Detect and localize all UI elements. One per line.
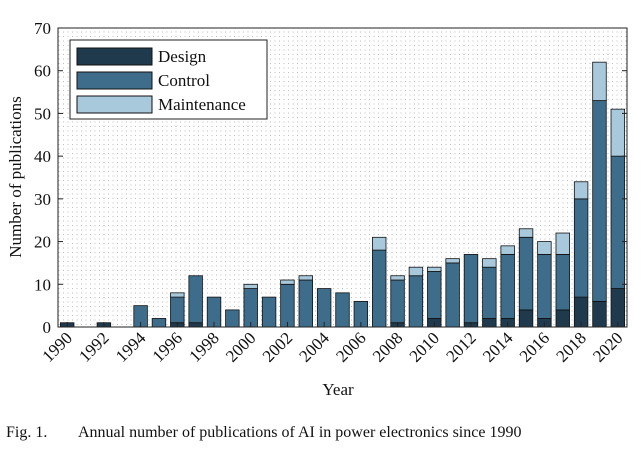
bar-control-1999 — [225, 309, 240, 328]
bar-control-2000 — [243, 288, 258, 328]
bar-control-1997 — [188, 275, 203, 324]
bar-design-2020 — [610, 288, 626, 328]
x-tick-label-2018: 2018 — [552, 328, 589, 365]
bar-maintenance-1996 — [170, 292, 185, 298]
bar-control-2017 — [555, 253, 570, 311]
x-tick-label-1996: 1996 — [149, 328, 186, 365]
x-tick-label-1992: 1992 — [75, 328, 112, 365]
stacked-bar-chart: 0 10 20 30 40 50 60 70 1990 1992 1994 1996 1998 2000… — [6, 19, 628, 399]
bar-maintenance-2003 — [298, 275, 313, 281]
plot-frame — [57, 27, 628, 328]
y-axis: 0 10 20 30 40 50 60 70 — [34, 19, 627, 337]
bar-control-2007 — [372, 249, 387, 328]
bar-control-1996 — [170, 296, 185, 324]
legend-label-design: Design — [158, 47, 207, 66]
bar-control-2020 — [610, 155, 626, 289]
x-tick-label-2000: 2000 — [222, 328, 259, 365]
x-axis: 1990 1992 1994 1996 1998 2000 2002 2004 2006 2008… — [39, 322, 627, 366]
y-tick-label-20: 20 — [34, 233, 51, 252]
legend-swatch-control — [76, 71, 153, 90]
caption-text: Annual number of publications of AI in p… — [78, 424, 522, 441]
legend: Design Control Maintenance — [69, 39, 268, 120]
legend-label-maintenance: Maintenance — [158, 95, 246, 114]
bar-control-2005 — [335, 292, 350, 328]
bar-maintenance-2011 — [445, 258, 460, 264]
bar-control-2010 — [427, 271, 442, 319]
bar-design-2015 — [518, 309, 534, 328]
y-tick-label-50: 50 — [34, 104, 51, 123]
bar-control-2003 — [298, 279, 313, 328]
y-tick-label-30: 30 — [34, 190, 51, 209]
caption-label: Fig. 1. — [6, 424, 48, 441]
x-tick-label-2014: 2014 — [479, 328, 517, 366]
x-tick-label-2020: 2020 — [589, 328, 626, 365]
bar-maintenance-2019 — [592, 61, 607, 102]
y-tick-label-60: 60 — [34, 62, 51, 81]
bar-control-2009 — [408, 275, 424, 328]
x-tick-label-2016: 2016 — [516, 328, 553, 365]
bar-control-2016 — [537, 253, 552, 319]
figure-caption: Fig. 1. Annual number of publications of … — [6, 424, 521, 442]
x-tick-label-2006: 2006 — [332, 328, 369, 365]
bar-control-2019 — [592, 100, 607, 302]
bar-control-2014 — [500, 253, 515, 319]
x-tick-label-2002: 2002 — [259, 328, 296, 365]
x-axis-label: Year — [322, 380, 354, 399]
bar-maintenance-2018 — [573, 181, 589, 200]
y-axis-label: Number of publications — [6, 96, 25, 257]
legend-label-control: Control — [158, 71, 210, 90]
y-tick-label-10: 10 — [34, 275, 51, 294]
bar-control-2015 — [518, 236, 534, 311]
bar-maintenance-2010 — [427, 266, 442, 272]
bar-maintenance-2002 — [280, 279, 295, 285]
bar-control-1995 — [151, 318, 167, 328]
bar-design-2019 — [592, 300, 607, 328]
bars-group — [59, 61, 626, 328]
bar-maintenance-2008 — [390, 275, 405, 281]
bar-design-1997 — [188, 322, 203, 328]
bar-control-2011 — [445, 262, 460, 328]
bar-maintenance-2013 — [482, 258, 497, 268]
bar-control-2001 — [261, 296, 277, 328]
bar-maintenance-2014 — [500, 245, 515, 255]
bar-control-2008 — [390, 279, 405, 324]
bar-control-2002 — [280, 283, 295, 328]
bar-design-2013 — [482, 318, 497, 328]
bar-maintenance-2016 — [537, 241, 552, 255]
x-tick-label-2004: 2004 — [295, 328, 333, 366]
bar-control-2012 — [463, 253, 479, 324]
x-tick-label-1994: 1994 — [112, 328, 150, 366]
y-tick-label-40: 40 — [34, 147, 51, 166]
x-tick-label-1998: 1998 — [185, 328, 222, 365]
bar-maintenance-2009 — [408, 266, 424, 277]
legend-swatch-maintenance — [76, 95, 153, 114]
bar-maintenance-2017 — [555, 232, 570, 255]
y-tick-label-70: 70 — [34, 19, 51, 38]
legend-swatch-design — [76, 47, 153, 66]
bar-design-2017 — [555, 309, 570, 328]
bar-control-2013 — [482, 266, 497, 319]
bar-control-2004 — [316, 288, 332, 328]
x-tick-label-2008: 2008 — [369, 328, 406, 365]
bar-maintenance-2007 — [372, 236, 387, 251]
bar-control-2018 — [573, 198, 589, 298]
x-tick-label-2010: 2010 — [406, 328, 443, 365]
bar-maintenance-2015 — [518, 228, 534, 238]
bar-maintenance-2020 — [610, 108, 626, 157]
bar-maintenance-2000 — [243, 283, 258, 289]
y-tick-label-0: 0 — [43, 318, 52, 337]
x-tick-label-2012: 2012 — [442, 328, 479, 365]
